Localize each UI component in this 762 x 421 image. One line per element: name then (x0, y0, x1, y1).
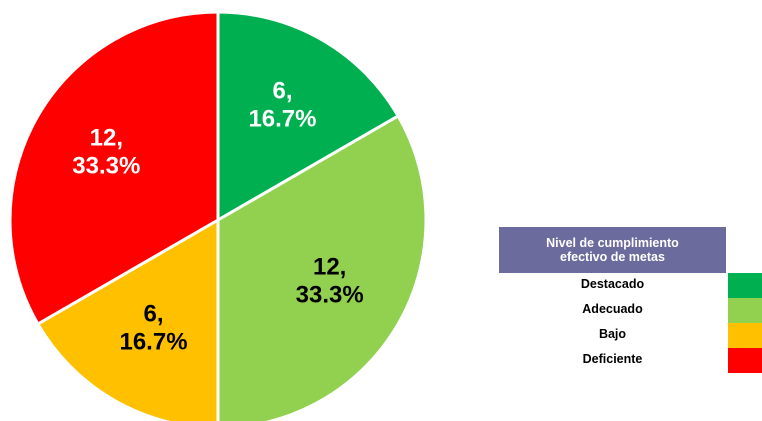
legend-label-deficiente: Deficiente (582, 352, 643, 366)
pie-slice-deficiente (8, 10, 220, 327)
legend-swatch-bajo (728, 323, 762, 348)
pie-slice-adecuado (216, 113, 428, 421)
legend-label-bajo: Bajo (598, 327, 627, 341)
legend-item-adecuado: Adecuado (499, 298, 762, 323)
slice-label-destacado: 6, 16.7% (248, 77, 316, 132)
legend-item-destacado: Destacado (499, 273, 762, 298)
slice-label-adecuado: 12, 33.3% (296, 253, 364, 308)
legend-item-deficiente: Deficiente (499, 348, 762, 373)
legend-label-adecuado: Adecuado (582, 302, 643, 316)
legend-swatch-adecuado (728, 298, 762, 323)
pie-chart-plot: 6, 16.7% 12, 33.3% 6, 16.7% 12, 33.3% (8, 10, 428, 421)
pie-slice-bajo (35, 217, 220, 421)
legend-title: Nivel de cumplimiento efectivo de metas (499, 227, 726, 273)
chart-legend: Nivel de cumplimiento efectivo de metas … (499, 227, 762, 373)
legend-swatch-destacado (728, 273, 762, 298)
legend-swatch-deficiente (728, 348, 762, 373)
legend-label-destacado: Destacado (580, 277, 645, 291)
slice-label-bajo: 6, 16.7% (119, 301, 187, 356)
slice-label-deficiente: 12, 33.3% (72, 125, 140, 180)
pie-slice-destacado (216, 10, 401, 223)
legend-item-bajo: Bajo (499, 323, 762, 348)
